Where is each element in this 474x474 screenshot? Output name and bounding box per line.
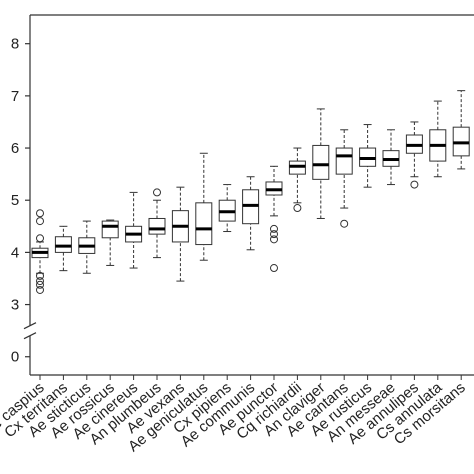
outlier bbox=[36, 217, 44, 226]
outlier bbox=[270, 235, 278, 244]
box bbox=[335, 147, 353, 175]
y-tick-label: 5 bbox=[11, 192, 19, 209]
y-tick-label: 4 bbox=[11, 244, 19, 261]
box bbox=[54, 236, 72, 253]
outlier bbox=[36, 277, 44, 286]
y-tick-label: 6 bbox=[11, 140, 19, 157]
outlier bbox=[153, 188, 161, 197]
y-tick-label: 8 bbox=[11, 36, 19, 53]
outlier bbox=[340, 219, 349, 228]
outlier bbox=[270, 264, 278, 273]
outlier bbox=[36, 271, 44, 280]
outlier bbox=[36, 285, 44, 294]
outlier bbox=[270, 224, 278, 233]
box bbox=[148, 217, 166, 235]
y-tick-label: 0 bbox=[11, 349, 19, 366]
outlier bbox=[293, 204, 302, 213]
axis-break bbox=[23, 322, 37, 330]
outlier bbox=[36, 209, 44, 218]
y-tick-label: 3 bbox=[11, 297, 19, 314]
outlier bbox=[270, 230, 278, 239]
y-tick-label: 7 bbox=[11, 88, 19, 105]
box bbox=[195, 202, 213, 246]
axis-break bbox=[23, 332, 37, 340]
outlier bbox=[36, 280, 44, 289]
outlier bbox=[410, 180, 419, 189]
box bbox=[101, 220, 119, 239]
outlier bbox=[36, 234, 44, 243]
box bbox=[312, 144, 330, 180]
